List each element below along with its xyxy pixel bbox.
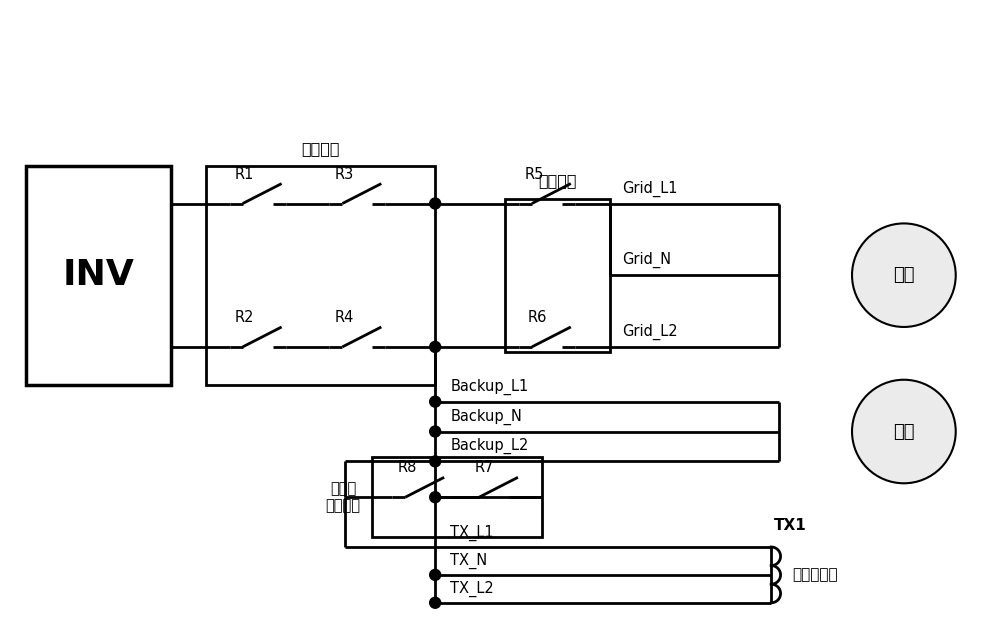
Circle shape [430,396,441,407]
Text: TX_L1: TX_L1 [450,525,494,541]
Bar [26,166,171,385]
Circle shape [852,380,956,483]
Text: TX1: TX1 [774,518,807,532]
Text: TX_N: TX_N [450,553,487,569]
Text: Backup_N: Backup_N [450,408,522,424]
Text: 自耦变压器: 自耦变压器 [793,568,838,582]
Text: Backup_L2: Backup_L2 [450,438,529,454]
Text: INV: INV [63,258,135,292]
Text: R3: R3 [335,166,354,182]
Circle shape [430,492,441,502]
Circle shape [852,223,956,327]
Circle shape [430,426,441,437]
Bar [206,166,435,385]
Bar [372,458,542,537]
Text: 旁路开关: 旁路开关 [538,173,577,189]
Circle shape [430,570,441,580]
Text: Backup_L1: Backup_L1 [450,378,528,395]
Text: R1: R1 [235,166,254,182]
Text: R6: R6 [527,310,547,325]
Text: R5: R5 [524,166,544,182]
Text: 变压器
控制开关: 变压器 控制开关 [325,481,360,513]
Text: Grid_L2: Grid_L2 [622,324,677,340]
Circle shape [430,456,441,467]
Text: 并网开关: 并网开关 [301,141,340,156]
Text: 电网: 电网 [893,266,915,284]
Text: R8: R8 [398,460,417,476]
Text: Grid_N: Grid_N [622,252,671,268]
Text: Grid_L1: Grid_L1 [622,180,677,196]
Circle shape [430,597,441,608]
Text: 负载: 负载 [893,422,915,440]
Circle shape [430,341,441,353]
Bar [505,198,610,352]
Circle shape [430,198,441,209]
Text: R4: R4 [335,310,354,325]
Text: TX_L2: TX_L2 [450,580,494,596]
Text: R2: R2 [235,310,254,325]
Text: R7: R7 [474,460,494,476]
